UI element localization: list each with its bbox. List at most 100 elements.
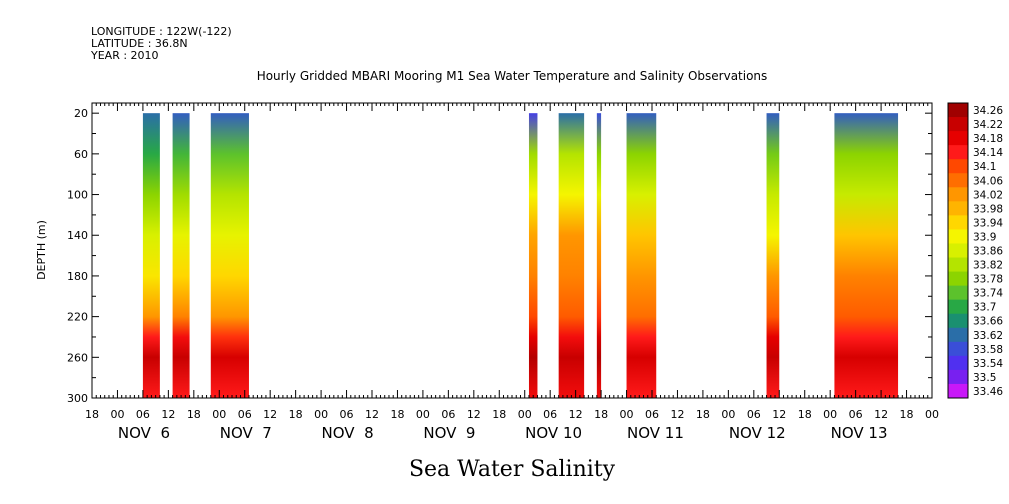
x-tick-label: 18 [390, 408, 404, 421]
x-tick-label: 18 [696, 408, 710, 421]
colorbar-swatch [948, 327, 968, 343]
x-tick-label: 00 [518, 408, 532, 421]
x-tick-label: 00 [416, 408, 430, 421]
colorbar-label: 33.7 [973, 302, 996, 314]
x-tick-label: 12 [874, 408, 888, 421]
colorbar-label: 33.98 [973, 203, 1003, 215]
colorbar-swatch [948, 229, 968, 244]
x-tick-label: 06 [543, 408, 557, 421]
colorbar-label: 33.62 [973, 330, 1003, 342]
x-tick-label: 06 [441, 408, 455, 421]
y-tick-label: 100 [67, 189, 88, 202]
colorbar-swatch [948, 299, 968, 315]
date-label: NOV 11 [627, 424, 684, 442]
colorbar-swatch [948, 187, 968, 202]
colorbar-label: 33.58 [973, 344, 1003, 356]
date-label: NOV 6 [118, 424, 170, 442]
date-label: NOV 13 [831, 424, 888, 442]
colorbar-label: 34.26 [973, 105, 1003, 117]
variable-label: Sea Water Salinity [409, 457, 616, 482]
x-tick-label: 18 [594, 408, 608, 421]
colorbar: 34.26 34.22 34.18 34.14 34.1 34.06 34.02 33.98 3… [947, 102, 1003, 399]
y-tick-label: 20 [74, 107, 88, 120]
x-tick-label: 12 [263, 408, 277, 421]
colorbar-swatch [948, 369, 968, 385]
colorbar-label: 34.14 [973, 147, 1003, 159]
y-tick-label: 180 [67, 270, 88, 283]
x-tick-label: 06 [238, 408, 252, 421]
colorbar-label: 34.06 [973, 175, 1003, 187]
x-tick-label: 06 [747, 408, 761, 421]
x-tick-label: 18 [187, 408, 201, 421]
salinity-segment [834, 113, 899, 398]
y-axis-label: DEPTH (m) [35, 220, 48, 280]
y-tick-label: 140 [67, 229, 88, 242]
colorbar-label: 33.74 [973, 288, 1003, 300]
colorbar-label: 33.66 [973, 316, 1003, 328]
x-tick-label: 12 [365, 408, 379, 421]
x-tick-label: 18 [900, 408, 914, 421]
x-tick-label: 00 [823, 408, 837, 421]
colorbar-label: 33.9 [973, 231, 996, 243]
colorbar-label: 33.54 [973, 358, 1003, 370]
colorbar-swatch [948, 159, 968, 174]
y-tick-label: 300 [67, 392, 88, 405]
date-label: NOV 8 [322, 424, 374, 442]
x-tick-label: 06 [340, 408, 354, 421]
x-tick-label: 12 [569, 408, 583, 421]
colorbar-label: 33.94 [973, 217, 1003, 229]
x-tick-label: 00 [314, 408, 328, 421]
x-tick-label: 12 [772, 408, 786, 421]
salinity-segment [596, 113, 602, 398]
colorbar-swatch [948, 271, 968, 287]
x-tick-label: 00 [721, 408, 735, 421]
x-tick-label: 06 [136, 408, 150, 421]
chart-title: Hourly Gridded MBARI Mooring M1 Sea Wate… [257, 69, 768, 83]
colorbar-swatch [948, 201, 968, 216]
salinity-segment [766, 113, 780, 398]
x-tick-label: 00 [110, 408, 124, 421]
y-tick-label: 60 [74, 148, 88, 161]
colorbar-swatch [948, 383, 968, 399]
x-tick-label: 18 [492, 408, 506, 421]
x-tick-label: 06 [645, 408, 659, 421]
colorbar-swatch [948, 173, 968, 188]
colorbar-frame [947, 102, 969, 399]
colorbar-swatch [948, 355, 968, 371]
colorbar-label: 33.82 [973, 260, 1003, 272]
salinity-segment [172, 113, 190, 398]
latitude-label: LATITUDE : 36.8N [91, 37, 188, 50]
colorbar-label: 34.02 [973, 189, 1003, 201]
date-label: NOV 9 [423, 424, 475, 442]
x-tick-label: 12 [670, 408, 684, 421]
longitude-label: LONGITUDE : 122W(-122) [91, 25, 232, 38]
colorbar-swatch [948, 285, 968, 301]
colorbar-swatch [948, 131, 968, 146]
plot-area [142, 113, 899, 398]
x-tick-label: 00 [620, 408, 634, 421]
x-tick-label: 18 [85, 408, 99, 421]
x-tick-label: 18 [289, 408, 303, 421]
colorbar-swatch [948, 257, 968, 273]
salinity-segment [626, 113, 657, 398]
x-tick-label: 06 [849, 408, 863, 421]
colorbar-swatch [948, 117, 968, 132]
x-tick-label: 18 [798, 408, 812, 421]
salinity-segment [210, 113, 249, 398]
colorbar-label: 33.78 [973, 274, 1003, 286]
y-tick-label: 220 [67, 311, 88, 324]
colorbar-swatch [948, 103, 968, 118]
salinity-segment [142, 113, 160, 398]
colorbar-label: 34.1 [973, 161, 996, 173]
x-tick-label: 00 [925, 408, 939, 421]
salinity-segment [558, 113, 585, 398]
x-tick-label: 12 [467, 408, 481, 421]
colorbar-swatch [948, 215, 968, 230]
y-tick-label: 260 [67, 351, 88, 364]
salinity-segment [528, 113, 538, 398]
colorbar-swatch [948, 341, 968, 357]
year-label: YEAR : 2010 [90, 49, 159, 62]
colorbar-label: 33.46 [973, 386, 1003, 398]
date-label: NOV 10 [525, 424, 582, 442]
date-label: NOV 12 [729, 424, 786, 442]
